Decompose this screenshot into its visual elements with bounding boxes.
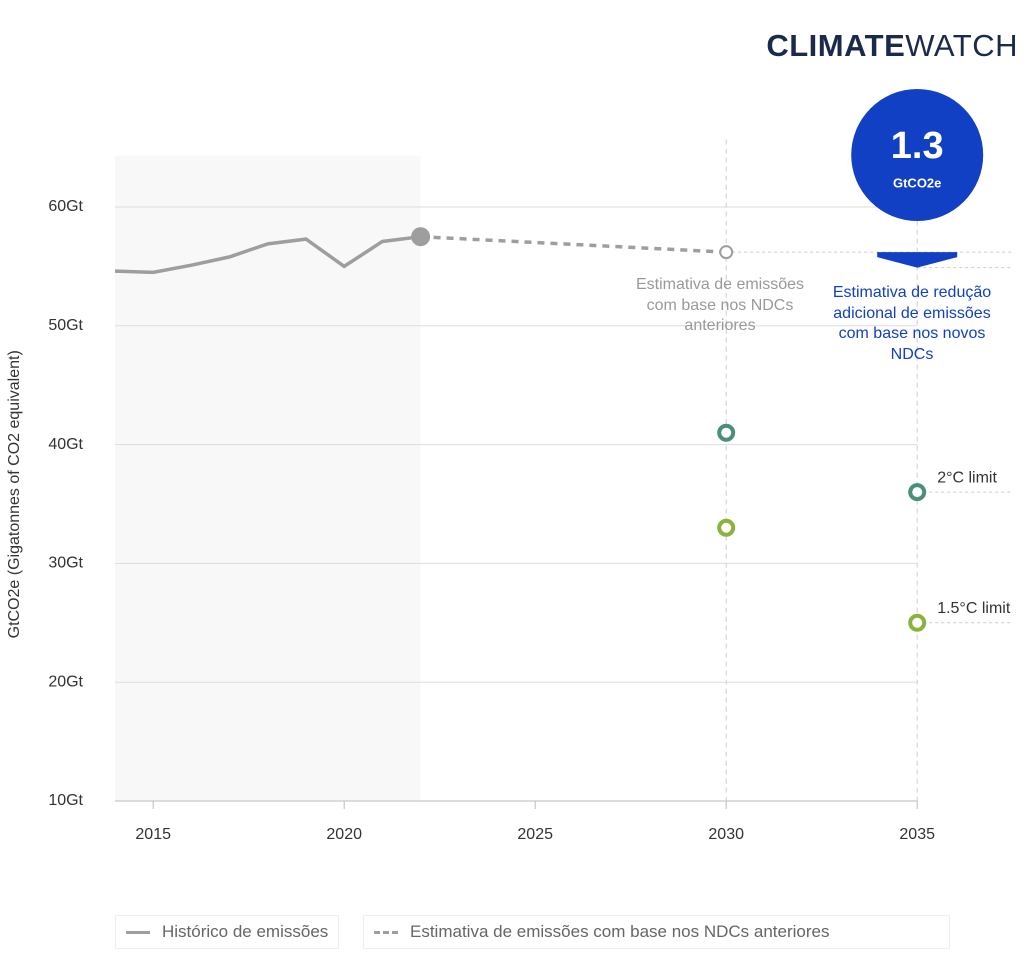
x-tick-label: 2035: [899, 826, 935, 843]
legend-label: Histórico de emissões: [162, 922, 329, 941]
x-tick-label: 2015: [135, 826, 171, 843]
badge-value: 1.3: [891, 125, 944, 167]
y-tick-label: 10Gt: [48, 792, 83, 809]
legend-swatch: [126, 930, 150, 934]
limit-point: [717, 423, 736, 442]
logo-light: WATCH: [905, 28, 1018, 63]
series-line: [420, 234, 727, 254]
limit-point: [908, 483, 927, 502]
x-tick-label: 2025: [517, 826, 553, 843]
y-axis-label: GtCO2e (Gigatonnes of CO2 equivalent): [6, 350, 23, 638]
limit-label: 2°C limit: [937, 469, 997, 486]
shaded-region: [115, 155, 421, 802]
legend-swatch: [374, 930, 398, 934]
projection-end: [719, 245, 734, 260]
x-tick-label: 2030: [708, 826, 744, 843]
previous-annotation: Estimativa de emissões com base nos NDCs…: [635, 276, 805, 334]
y-tick-label: 20Gt: [48, 673, 83, 690]
y-tick-label: 60Gt: [48, 198, 83, 215]
reduction-arrow: [877, 252, 958, 268]
badge-unit: GtCO2e: [893, 175, 941, 190]
y-tick-label: 30Gt: [48, 555, 83, 572]
x-tick-label: 2020: [326, 826, 362, 843]
limit-point: [908, 613, 927, 632]
y-tick-label: 40Gt: [48, 436, 83, 453]
legend-item: Histórico de emissões: [115, 915, 340, 949]
y-tick-label: 50Gt: [48, 317, 83, 334]
logo-bold: CLIMATE: [766, 28, 906, 63]
logo: CLIMATEWATCH: [766, 28, 1018, 64]
legend-label: Estimativa de emissões com base nos NDCs…: [410, 922, 830, 941]
legend-item: Estimativa de emissões com base nos NDCs…: [363, 915, 950, 949]
reduction-annotation: Estimativa de redução adicional de emiss…: [832, 284, 992, 363]
series-line: [114, 234, 421, 275]
limit-point: [717, 518, 736, 537]
limit-label: 1.5°C limit: [937, 600, 1011, 617]
badge: [851, 89, 984, 221]
